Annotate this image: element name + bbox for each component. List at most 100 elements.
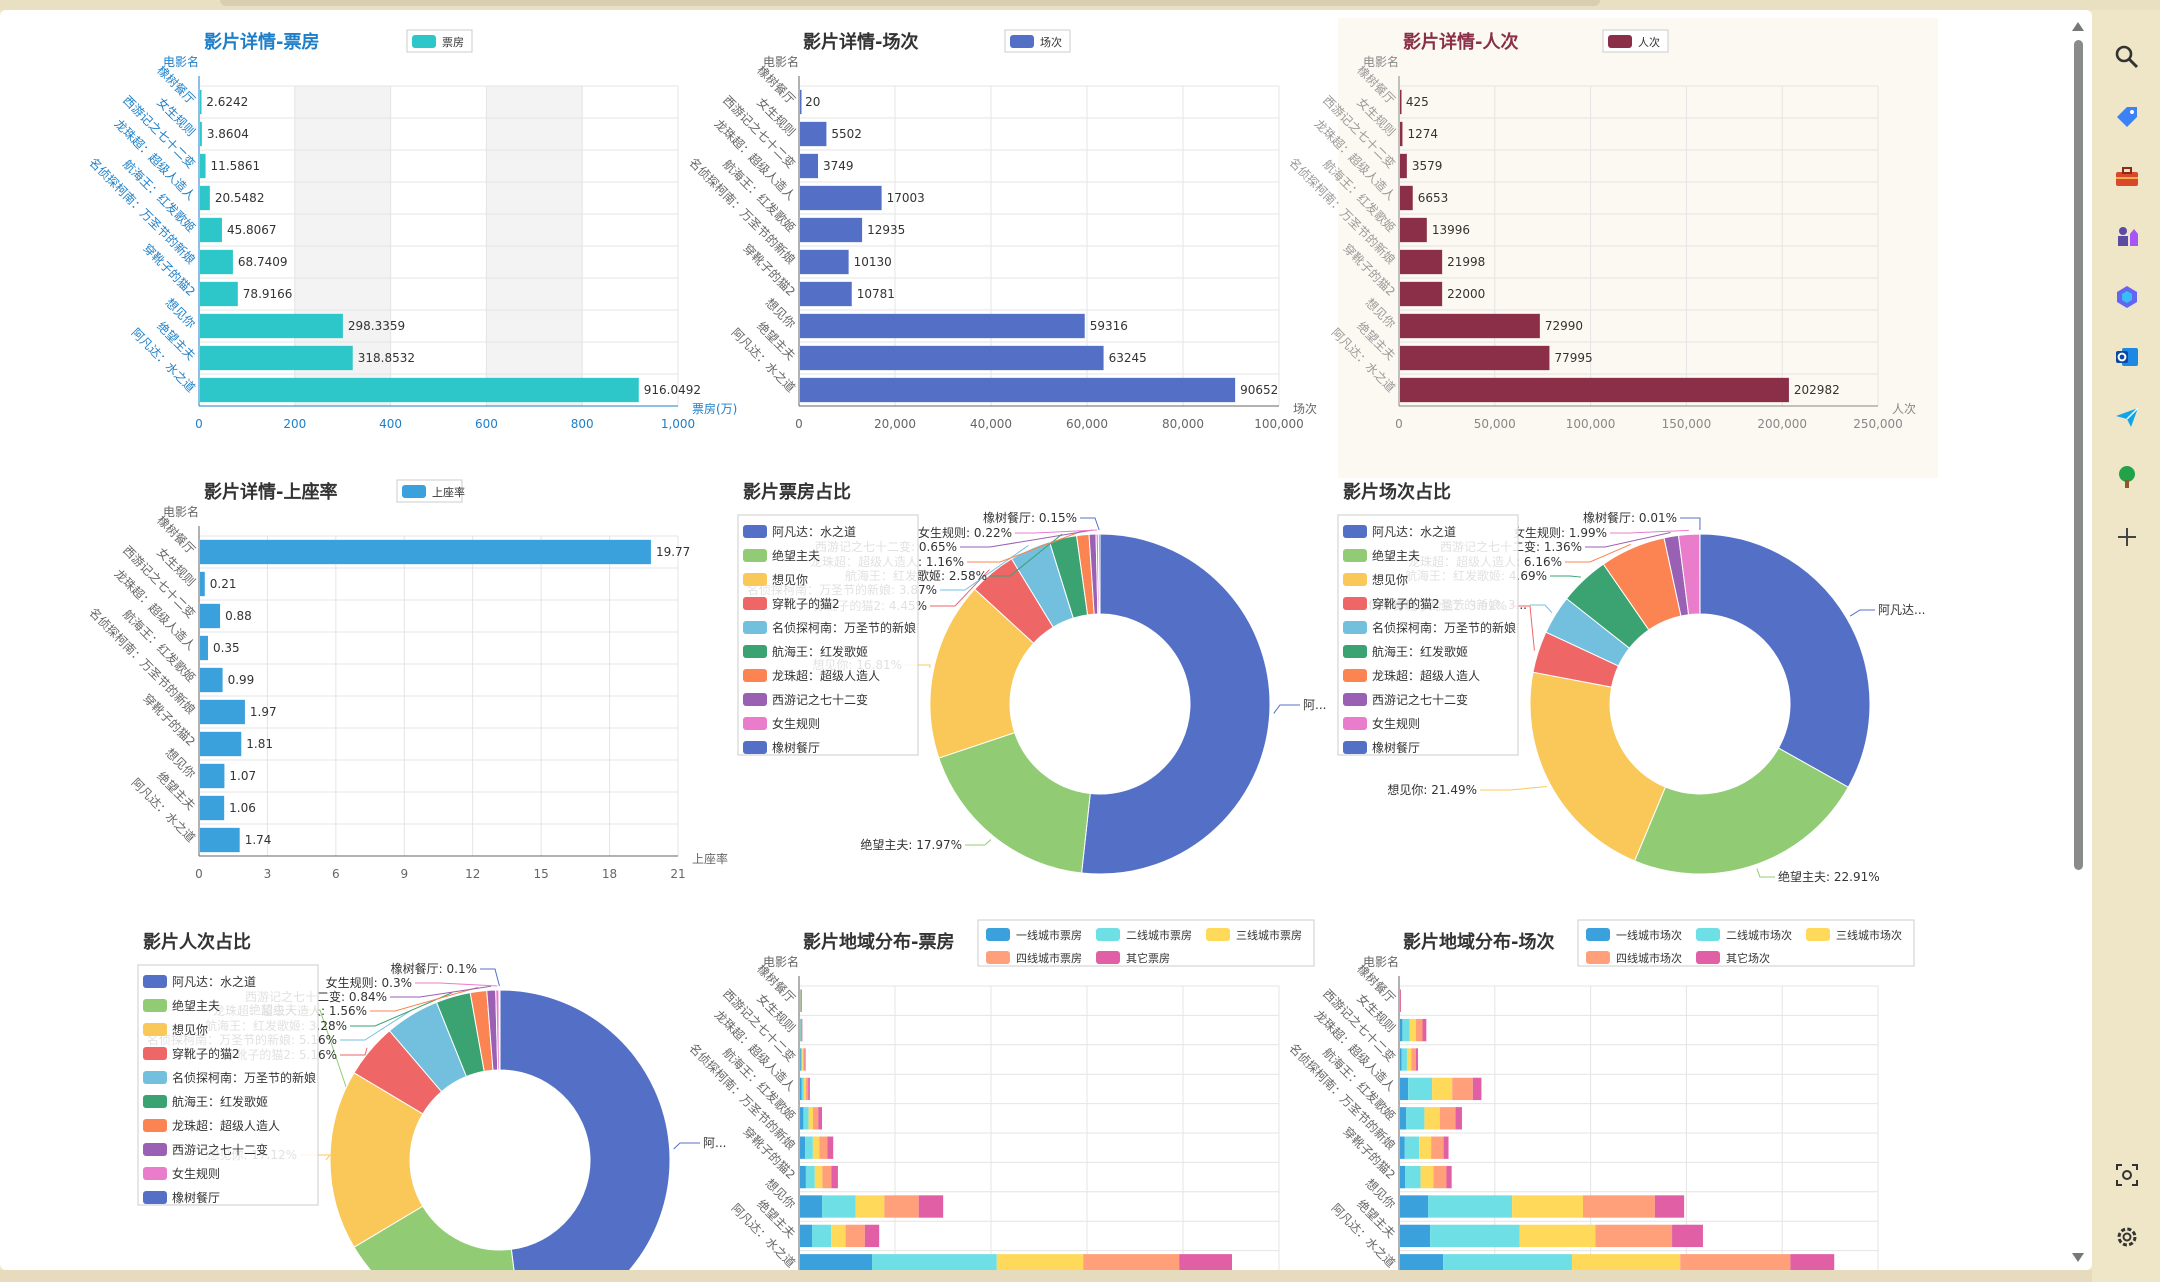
showings_pie-slice-label: 女生规则: 1.99% — [1513, 525, 1607, 540]
showings_pie-label-line — [1849, 609, 1875, 617]
attendance_pie-legend-label: 航海王：红发歌姬 — [172, 1094, 268, 1109]
occupancy_bar-value-label: 0.35 — [213, 641, 240, 655]
region_showings-bar-segment — [1405, 1165, 1421, 1189]
attendance_bar-x-tick-label: 100,000 — [1566, 417, 1616, 431]
send-icon[interactable] — [2110, 400, 2144, 434]
occupancy_bar-legend-swatch — [402, 485, 426, 498]
shopping-tag-icon[interactable] — [2110, 100, 2144, 134]
boxoffice_pie-label-line — [940, 545, 1029, 591]
showings_pie-legend-label: 穿靴子的猫2 — [1372, 596, 1440, 611]
showings_pie-legend-label: 龙珠超：超级人造人 — [1372, 668, 1480, 683]
showings_pie-slice-label: 橡树餐厅: 0.01% — [1583, 510, 1677, 525]
attendance_pie-legend-label: 名侦探柯南：万圣节的新娘 — [172, 1070, 316, 1085]
top-bar-handle — [220, 0, 1600, 6]
scrollbar-thumb[interactable] — [2074, 40, 2083, 870]
attendance_bar-bar — [1400, 121, 1403, 147]
region_showings-bar-segment — [1472, 1077, 1482, 1101]
boxoffice_pie-legend-swatch — [743, 597, 767, 610]
attendance_pie-legend-swatch — [143, 999, 167, 1012]
region_showings-bar-segment — [1400, 1165, 1406, 1189]
attendance_bar-legend-label: 人次 — [1638, 35, 1660, 49]
copilot-icon[interactable] — [2110, 280, 2144, 314]
boxoffice_bar-x-tick-label: 200 — [283, 417, 306, 431]
region_boxoffice-bar-segment — [831, 1165, 838, 1189]
boxoffice_pie-slice — [1081, 533, 1271, 875]
tree-icon[interactable] — [2110, 460, 2144, 494]
screenshot-icon[interactable] — [2110, 1158, 2144, 1192]
browser-sidebar — [2092, 10, 2160, 1282]
region_showings-bar-segment — [1400, 1107, 1407, 1130]
region_showings-bar-segment — [1571, 1254, 1681, 1270]
region_boxoffice-legend-swatch — [986, 951, 1010, 964]
showings_bar-bar — [800, 345, 1104, 371]
region_showings-bar-segment — [1790, 1254, 1835, 1270]
boxoffice_bar-bar — [200, 89, 202, 115]
occupancy_bar-bar — [200, 539, 651, 565]
region_boxoffice-legend-box — [977, 919, 1315, 967]
attendance_bar-value-label: 77995 — [1554, 351, 1592, 365]
attendance_pie-legend-swatch — [143, 1119, 167, 1132]
boxoffice_bar-bar — [200, 121, 202, 147]
attendance_pie-slice — [353, 1205, 515, 1270]
boxoffice_pie-legend-label: 西游记之七十二变 — [772, 692, 868, 707]
region_showings-y-axis-name: 电影名 — [1363, 954, 1399, 969]
attendance_bar-x-tick-label: 0 — [1395, 417, 1403, 431]
showings_bar-legend-label: 场次 — [1040, 35, 1062, 49]
showings_pie-legend-label: 想见你 — [1372, 572, 1408, 587]
showings_pie-legend-swatch — [1343, 621, 1367, 634]
boxoffice_pie-legend-swatch — [743, 645, 767, 658]
occupancy_bar-x-tick-label: 0 — [195, 867, 203, 881]
boxoffice_bar-x-tick-label: 800 — [571, 417, 594, 431]
region_showings-bar-segment — [1422, 1018, 1427, 1042]
boxoffice_pie-legend-swatch — [743, 693, 767, 706]
showings_bar-bar — [800, 217, 863, 243]
region_boxoffice-bar-segment — [801, 1077, 804, 1101]
boxoffice_bar-bar — [200, 153, 206, 179]
attendance_pie-legend-swatch — [143, 1143, 167, 1156]
boxoffice_pie-label-line — [930, 569, 990, 607]
attendance_bar-value-label: 202982 — [1794, 383, 1840, 397]
attendance_bar-x-axis-name: 人次 — [1892, 402, 1916, 416]
region_showings-bar-segment — [1415, 1048, 1418, 1071]
boxoffice_pie-legend-box — [737, 514, 919, 756]
boxoffice_pie-legend-label: 航海王：红发歌姬 — [772, 644, 868, 659]
showings_bar-bar — [800, 121, 827, 147]
showings_pie-label-line — [1530, 604, 1553, 614]
chess-games-icon[interactable] — [2110, 220, 2144, 254]
boxoffice_bar-x-tick-label: 400 — [379, 417, 402, 431]
settings-gear-icon[interactable] — [2110, 1220, 2144, 1254]
region_showings-legend-box — [1577, 919, 1915, 967]
boxoffice_bar-bar — [200, 185, 210, 211]
region_boxoffice-bar-segment — [800, 1165, 806, 1189]
attendance_bar-panel — [1338, 18, 1938, 478]
boxoffice_bar-x-tick-label: 0 — [195, 417, 203, 431]
occupancy_bar-bar — [200, 667, 223, 693]
boxoffice_pie-legend-label: 名侦探柯南：万圣节的新娘 — [772, 620, 916, 635]
region_boxoffice-legend-swatch — [1096, 951, 1120, 964]
region_boxoffice-bar-segment — [805, 1136, 813, 1159]
region_showings-bar-segment — [1401, 1048, 1407, 1071]
attendance_pie-label-line — [340, 1047, 368, 1056]
occupancy_bar-bar — [200, 795, 225, 821]
showings_bar-x-axis-name: 场次 — [1293, 402, 1317, 416]
region_showings-legend-label: 二线城市场次 — [1726, 928, 1792, 942]
briefcase-icon[interactable] — [2110, 160, 2144, 194]
add-icon[interactable] — [2110, 520, 2144, 554]
region_boxoffice-bar-segment — [819, 1136, 828, 1159]
bottom-bar — [0, 1270, 2092, 1282]
outlook-icon[interactable] — [2110, 340, 2144, 374]
region_boxoffice-bar-segment — [845, 1224, 865, 1248]
showings_bar-value-label: 90652 — [1240, 383, 1278, 397]
scroll-down-arrow-icon[interactable] — [2072, 1253, 2084, 1262]
region_showings-bar-segment — [1424, 1107, 1440, 1130]
region_boxoffice-bar-segment — [803, 1077, 806, 1101]
attendance_bar-value-label: 21998 — [1447, 255, 1485, 269]
boxoffice_pie-slice — [1097, 533, 1101, 615]
scroll-up-arrow-icon[interactable] — [2072, 22, 2084, 31]
search-icon[interactable] — [2110, 40, 2144, 74]
boxoffice_pie-slice — [938, 731, 1091, 874]
region_boxoffice-bar-segment — [814, 1165, 823, 1189]
boxoffice_pie-legend-label: 橡树餐厅 — [772, 740, 820, 755]
region_showings-bar-segment — [1400, 1195, 1429, 1218]
